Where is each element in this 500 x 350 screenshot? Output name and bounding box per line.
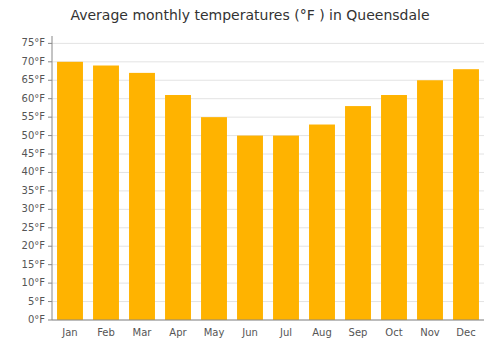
x-axis-line — [52, 320, 484, 321]
y-tick — [48, 301, 52, 302]
bar — [381, 95, 407, 320]
y-tick-label: 30°F — [22, 203, 46, 214]
y-tick-label: 0°F — [28, 314, 45, 325]
x-tick-label: Sep — [349, 327, 368, 338]
chart-container: 0°F 5°F 10°F 15°F 20°F 25°F 30°F 35°F 40°F 45°F 50… — [0, 0, 500, 350]
y-tick — [48, 43, 52, 44]
x-tick-label: Apr — [169, 327, 187, 338]
y-tick-label: 40°F — [22, 166, 46, 177]
y-tick — [48, 320, 52, 321]
y-axis-ticks: 0°F 5°F 10°F 15°F 20°F 25°F 30°F 35°F 40°F 45°F 50… — [22, 37, 52, 325]
y-tick — [48, 264, 52, 265]
x-tick-label: Jul — [279, 327, 292, 338]
title: Average monthly temperatures (°F ) in Qu… — [70, 7, 429, 23]
bar — [165, 95, 191, 320]
y-tick — [48, 190, 52, 191]
y-tick-label: 5°F — [28, 296, 45, 307]
y-tick — [48, 80, 52, 81]
y-tick-label: 75°F — [22, 37, 46, 48]
y-tick — [48, 117, 52, 118]
bar — [453, 69, 479, 320]
y-tick — [48, 283, 52, 284]
y-tick-label: 10°F — [22, 277, 46, 288]
y-tick-label: 70°F — [22, 56, 46, 67]
bar — [93, 66, 119, 320]
y-tick-label: 65°F — [22, 74, 46, 85]
bar — [345, 106, 371, 320]
y-tick-label: 55°F — [22, 111, 46, 122]
x-tick-label: May — [204, 327, 225, 338]
bar — [309, 125, 335, 320]
bar — [273, 136, 299, 320]
x-tick-label: Aug — [312, 327, 332, 338]
y-tick-label: 35°F — [22, 185, 46, 196]
grid — [52, 43, 484, 320]
y-tick — [48, 246, 52, 247]
y-tick — [48, 61, 52, 62]
y-tick-label: 15°F — [22, 259, 46, 270]
bars — [57, 62, 479, 320]
y-tick — [48, 98, 52, 99]
page: {"chart_data": {"type": "bar", "title": … — [0, 0, 500, 350]
y-tick-label: 50°F — [22, 130, 46, 141]
x-tick-label: Mar — [133, 327, 153, 338]
grid-line — [52, 43, 484, 44]
bar — [201, 117, 227, 320]
grid-line — [52, 320, 484, 321]
y-tick — [48, 172, 52, 173]
grid-line — [52, 61, 484, 62]
x-tick-label: Dec — [456, 327, 475, 338]
bar — [237, 136, 263, 320]
x-tick-label: Feb — [97, 327, 115, 338]
bar — [57, 62, 83, 320]
y-tick-label: 45°F — [22, 148, 46, 159]
chart-svg: 0°F 5°F 10°F 15°F 20°F 25°F 30°F 35°F 40°F 45°F 50… — [0, 0, 500, 350]
x-axis-ticks: Jan Feb Mar Apr May Jun Jul Aug Sep Oct Nov Dec — [61, 327, 475, 338]
y-tick — [48, 135, 52, 136]
y-tick-label: 60°F — [22, 93, 46, 104]
bar — [417, 80, 443, 320]
x-tick-label: Jan — [61, 327, 77, 338]
y-tick — [48, 154, 52, 155]
y-tick — [48, 227, 52, 228]
x-tick-label: Oct — [385, 327, 402, 338]
y-tick-label: 20°F — [22, 240, 46, 251]
x-tick-label: Nov — [420, 327, 440, 338]
y-tick — [48, 209, 52, 210]
x-tick-label: Jun — [241, 327, 258, 338]
bar — [129, 73, 155, 320]
y-axis-line — [52, 36, 53, 320]
y-tick-label: 25°F — [22, 222, 46, 233]
